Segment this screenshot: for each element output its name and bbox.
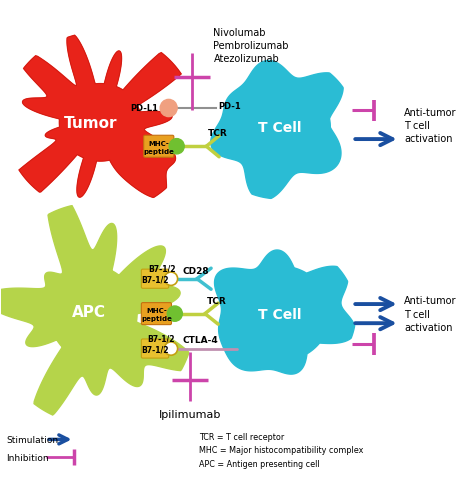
- Text: Ipilimumab: Ipilimumab: [159, 409, 221, 420]
- Polygon shape: [215, 251, 355, 374]
- Circle shape: [167, 306, 182, 322]
- FancyBboxPatch shape: [141, 270, 169, 288]
- Circle shape: [160, 100, 177, 117]
- Text: B7-1/2: B7-1/2: [141, 344, 169, 353]
- Polygon shape: [19, 36, 181, 198]
- Text: MHC-: MHC-: [146, 308, 167, 313]
- Text: Stimulation: Stimulation: [6, 435, 58, 444]
- Text: T Cell: T Cell: [258, 121, 301, 135]
- Text: APC: APC: [72, 304, 106, 319]
- Text: CD28: CD28: [183, 266, 210, 275]
- Circle shape: [164, 342, 178, 356]
- Text: TCR: TCR: [208, 129, 228, 138]
- FancyBboxPatch shape: [141, 303, 172, 325]
- Text: TCR = T cell receptor: TCR = T cell receptor: [199, 432, 284, 441]
- Text: CTLA-4: CTLA-4: [183, 336, 219, 345]
- Polygon shape: [0, 206, 189, 415]
- Circle shape: [164, 273, 178, 286]
- Text: Inhibition: Inhibition: [6, 453, 49, 462]
- Text: Nivolumab
Pembrolizumab
Atezolizumab: Nivolumab Pembrolizumab Atezolizumab: [213, 28, 289, 64]
- Text: B7-1/2: B7-1/2: [148, 264, 175, 273]
- Text: PD-1: PD-1: [218, 102, 241, 111]
- Text: B7-1/2: B7-1/2: [141, 275, 169, 284]
- Text: APC = Antigen presenting cell: APC = Antigen presenting cell: [199, 459, 320, 468]
- FancyBboxPatch shape: [141, 339, 169, 359]
- Text: Tumor: Tumor: [64, 116, 118, 131]
- Text: Anti-tumor
T cell
activation: Anti-tumor T cell activation: [404, 296, 457, 332]
- Text: Anti-tumor
T cell
activation: Anti-tumor T cell activation: [404, 108, 457, 144]
- FancyBboxPatch shape: [144, 136, 174, 158]
- Text: peptide: peptide: [141, 316, 172, 322]
- Text: T Cell: T Cell: [258, 307, 301, 321]
- Text: TCR: TCR: [207, 296, 227, 305]
- Text: MHC-: MHC-: [148, 141, 169, 146]
- Text: PD-L1: PD-L1: [130, 103, 158, 112]
- Polygon shape: [211, 61, 343, 199]
- Circle shape: [169, 139, 184, 155]
- Text: B7-1/2: B7-1/2: [147, 334, 174, 343]
- Text: MHC = Major histocompatibility complex: MHC = Major histocompatibility complex: [199, 445, 364, 455]
- Text: peptide: peptide: [143, 149, 174, 155]
